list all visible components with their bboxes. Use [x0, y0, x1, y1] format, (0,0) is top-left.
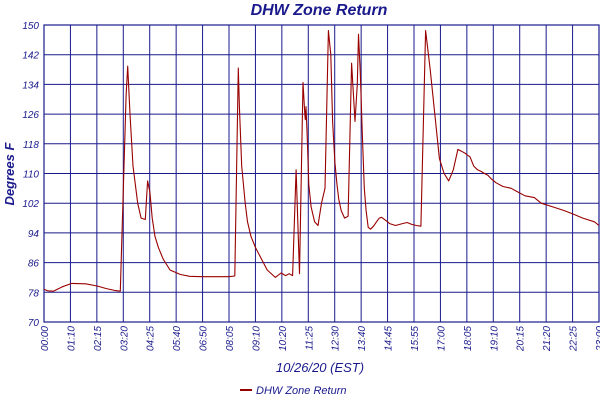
x-tick-label: 19:10 — [489, 326, 500, 351]
legend: DHW Zone Return — [240, 385, 346, 397]
x-tick-label: 09:10 — [251, 326, 262, 351]
x-tick-label: 20:15 — [516, 326, 527, 352]
y-tick-label: 78 — [28, 288, 40, 299]
y-tick-label: 150 — [22, 21, 39, 32]
x-tick-label: 22:25 — [569, 326, 580, 352]
y-tick-label: 118 — [23, 140, 39, 151]
y-tick-label: 134 — [22, 80, 39, 91]
series-layer — [43, 30, 600, 292]
x-tick-label: 00:00 — [40, 326, 51, 351]
y-tick-label: 110 — [23, 170, 39, 181]
x-tick-label: 05:40 — [172, 326, 183, 351]
x-tick-label: 15:55 — [410, 326, 421, 351]
x-tick-label: 14:45 — [384, 326, 395, 351]
grid-layer — [43, 24, 600, 323]
y-tick-label: 126 — [22, 110, 39, 121]
x-tick-label: 06:50 — [199, 326, 210, 351]
legend-label: DHW Zone Return — [256, 385, 346, 397]
x-tick-label: 11:25 — [304, 326, 315, 351]
x-tick-label: 01:10 — [66, 326, 77, 351]
series-line — [43, 30, 600, 292]
y-tick-label: 70 — [28, 318, 40, 329]
x-tick-label: 12:30 — [331, 326, 342, 351]
x-axis-ticks: 00:00 01:10 02:15 03:20 04:25 05:40 06:50 08:05… — [40, 326, 600, 352]
x-tick-label: 21:20 — [542, 326, 553, 352]
y-tick-label: 94 — [28, 229, 40, 240]
y-tick-label: 102 — [22, 199, 39, 210]
plot-frame — [43, 24, 600, 323]
chart-title: DHW Zone Return — [251, 2, 388, 19]
x-tick-label: 13:40 — [357, 326, 368, 351]
x-tick-label: 18:05 — [463, 326, 474, 351]
x-tick-label: 17:00 — [436, 326, 447, 351]
y-axis-title: Degrees F — [2, 142, 17, 206]
x-axis-title: 10/26/20 (EST) — [276, 360, 364, 375]
x-tick-label: 10:20 — [278, 326, 289, 351]
y-tick-label: 142 — [22, 51, 39, 62]
y-axis-ticks: 70 78 86 94 102 110 118 126 134 142 150 — [22, 21, 39, 329]
x-tick-label: 03:20 — [119, 326, 130, 351]
x-tick-label: 04:25 — [146, 326, 157, 351]
x-tick-label: 23:00 — [595, 326, 600, 352]
x-tick-label: 02:15 — [93, 326, 104, 351]
x-tick-label: 08:05 — [225, 326, 236, 351]
y-tick-label: 86 — [28, 259, 40, 270]
